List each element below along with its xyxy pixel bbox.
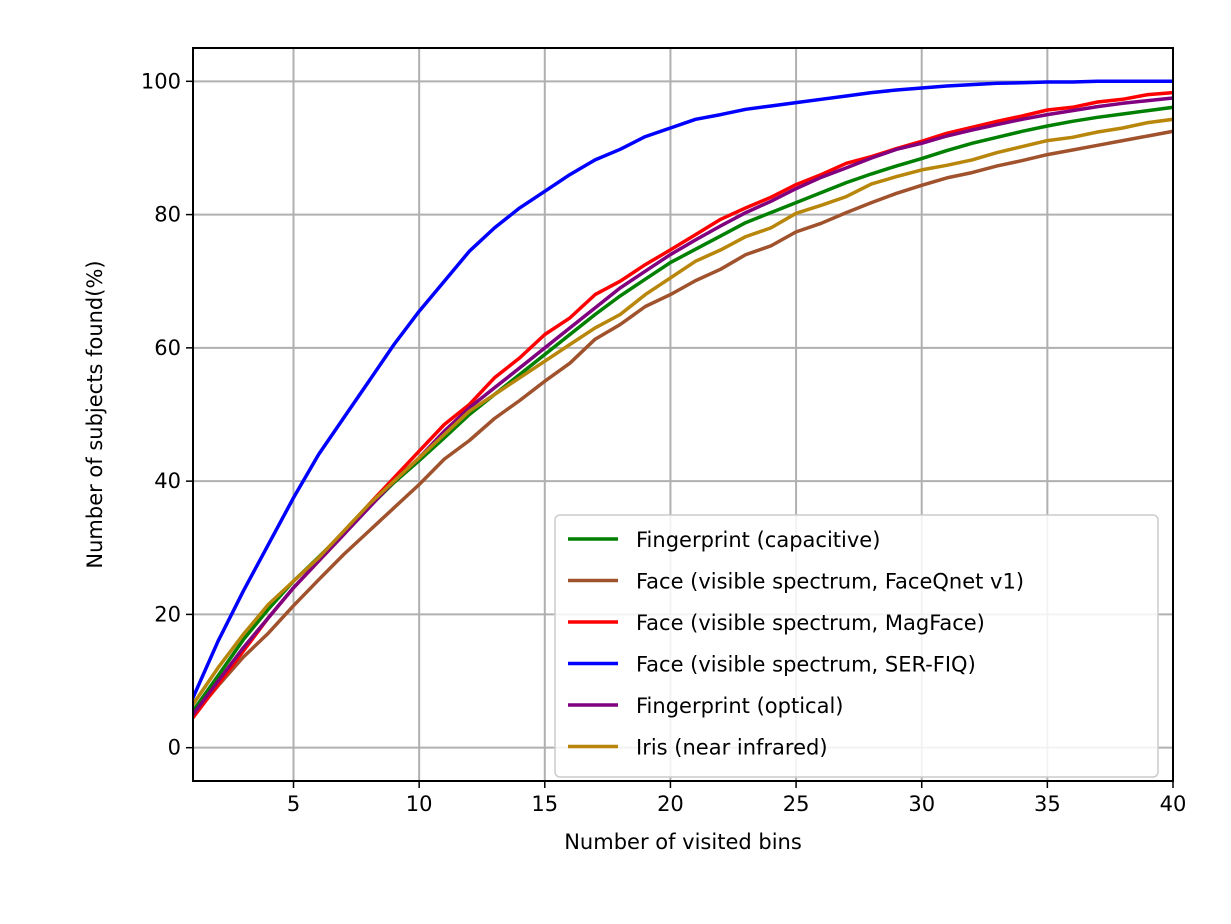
x-tick-label: 25 [783, 792, 810, 816]
legend: Fingerprint (capacitive) Face (visible sp… [554, 514, 1159, 778]
series-line [193, 117, 1173, 707]
y-tick-label: 60 [154, 336, 181, 360]
x-tick-label: 35 [1034, 792, 1061, 816]
y-tick-label: 80 [154, 203, 181, 227]
legend-label: Face (visible spectrum, MagFace) [636, 611, 985, 635]
x-tick-label: 40 [1160, 792, 1187, 816]
y-axis-label: Number of subjects found(%) [83, 260, 107, 568]
y-tick-label: 40 [154, 469, 181, 493]
x-axis-label: Number of visited bins [564, 830, 802, 854]
y-tick-label: 20 [154, 602, 181, 626]
series-lines [193, 79, 1173, 721]
legend-label: Face (visible spectrum, SER-FIQ) [636, 653, 976, 677]
x-tick-label: 30 [908, 792, 935, 816]
legend-label: Face (visible spectrum, FaceQnet v1) [636, 570, 1024, 594]
plot-frame [192, 47, 1174, 782]
legend-label: Fingerprint (capacitive) [636, 528, 880, 552]
x-tick-label: 20 [657, 792, 684, 816]
series-line [193, 96, 1173, 717]
y-tick-label: 0 [168, 736, 181, 760]
axis-ticks: 5 10 15 20 25 30 35 40 0 20 40 60 80 100 [141, 69, 1186, 816]
x-tick-label: 10 [406, 792, 433, 816]
series-line [193, 79, 1173, 701]
x-tick-label: 5 [287, 792, 300, 816]
legend-label: Fingerprint (optical) [636, 694, 843, 718]
y-tick-label: 100 [141, 69, 181, 93]
legend-box [554, 514, 1159, 778]
legend-label: Iris (near infrared) [636, 736, 828, 760]
series-line [193, 129, 1173, 719]
x-tick-label: 15 [531, 792, 558, 816]
